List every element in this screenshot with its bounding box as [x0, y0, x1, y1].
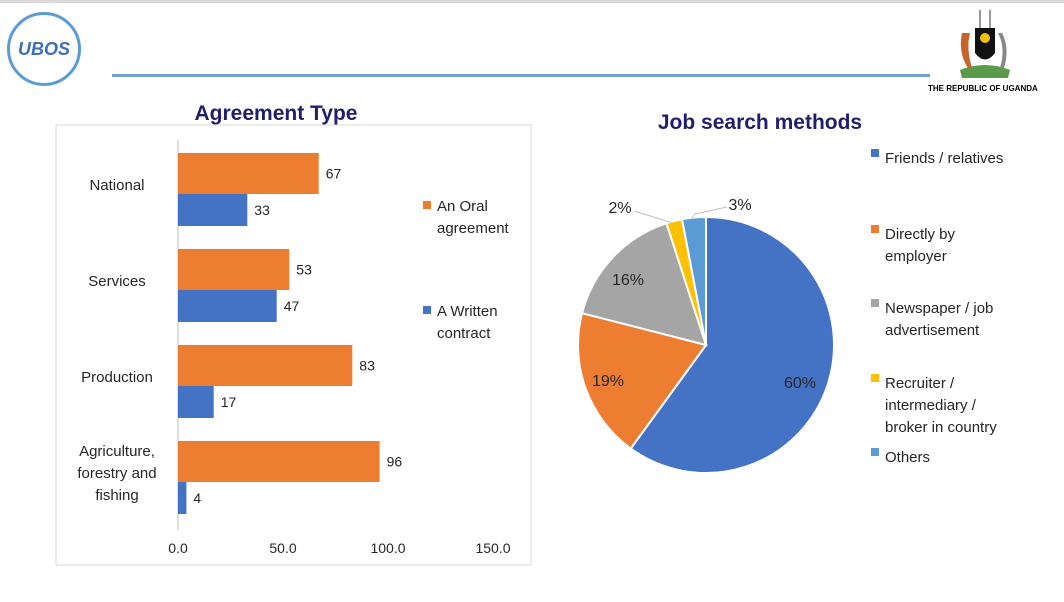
legend-swatch	[423, 201, 431, 209]
legend-label: intermediary /	[885, 397, 977, 414]
category-label: fishing	[95, 487, 138, 504]
pie-data-label: 16%	[612, 272, 644, 289]
legend-label: advertisement	[885, 322, 980, 339]
republic-label: THE REPUBLIC OF UGANDA	[928, 84, 1038, 93]
pie-chart-title: Job search methods	[658, 111, 862, 134]
pie-data-label: 60%	[784, 375, 816, 392]
legend-label: An Oral agreement	[437, 198, 510, 237]
legend-label: Recruiter /	[885, 375, 955, 392]
category-label: Production	[81, 369, 153, 386]
bar-data-label: 96	[387, 454, 403, 470]
pie-slice	[580, 222, 708, 347]
legend-swatch	[871, 374, 879, 382]
bar-data-label: 53	[296, 262, 312, 278]
legend-label: Friends / relatives	[885, 150, 1003, 167]
pie-slice	[629, 215, 835, 474]
legend-swatch	[871, 149, 879, 157]
bar-data-label: 83	[359, 358, 375, 374]
ubos-logo: UBOS	[7, 12, 81, 86]
header-rule	[112, 74, 930, 77]
x-tick-label: 0.0	[168, 540, 188, 556]
bar-written	[178, 194, 248, 226]
uganda-coat-of-arms	[960, 10, 1010, 78]
bar-written	[178, 482, 187, 514]
legend-swatch	[423, 306, 431, 314]
bar-data-label: 33	[254, 202, 270, 218]
legend-label: A Written contract	[437, 303, 498, 342]
legend-swatch	[871, 225, 879, 233]
x-tick-label: 100.0	[370, 540, 405, 556]
bar-written	[178, 290, 277, 322]
category-label: Services	[88, 273, 146, 290]
legend-swatch	[871, 299, 879, 307]
bar-oral	[178, 249, 290, 290]
leader-line	[691, 206, 728, 219]
pie-slice	[680, 215, 707, 346]
bar-oral	[178, 345, 353, 386]
pie-data-label: 3%	[728, 197, 751, 214]
category-label: forestry and	[77, 465, 156, 482]
bar-written	[178, 386, 214, 418]
category-label: National	[89, 177, 144, 194]
x-tick-label: 150.0	[475, 540, 510, 556]
bar-chart-title: Agreement Type	[195, 102, 358, 125]
legend-swatch	[871, 448, 879, 456]
bar-chart-frame	[55, 124, 532, 566]
bar-data-label: 17	[221, 394, 237, 410]
legend-label: Directly by	[885, 226, 956, 243]
bar-oral	[178, 441, 380, 482]
leader-line	[633, 210, 674, 227]
bar-oral	[178, 153, 319, 194]
top-border	[0, 0, 1064, 3]
x-tick-label: 50.0	[269, 540, 296, 556]
bar-data-label: 47	[284, 298, 300, 314]
pie-data-label: 19%	[592, 373, 624, 390]
legend-label: Newspaper / job	[885, 300, 993, 317]
bar-data-label: 4	[193, 490, 201, 506]
pie-slice	[577, 311, 708, 450]
legend-label: employer	[885, 248, 947, 265]
category-label: Agriculture,	[79, 443, 155, 460]
bar-data-label: 67	[326, 166, 342, 182]
legend-label: Others	[885, 449, 930, 466]
legend-label: broker in country	[885, 419, 997, 436]
pie-data-label: 2%	[608, 200, 631, 217]
